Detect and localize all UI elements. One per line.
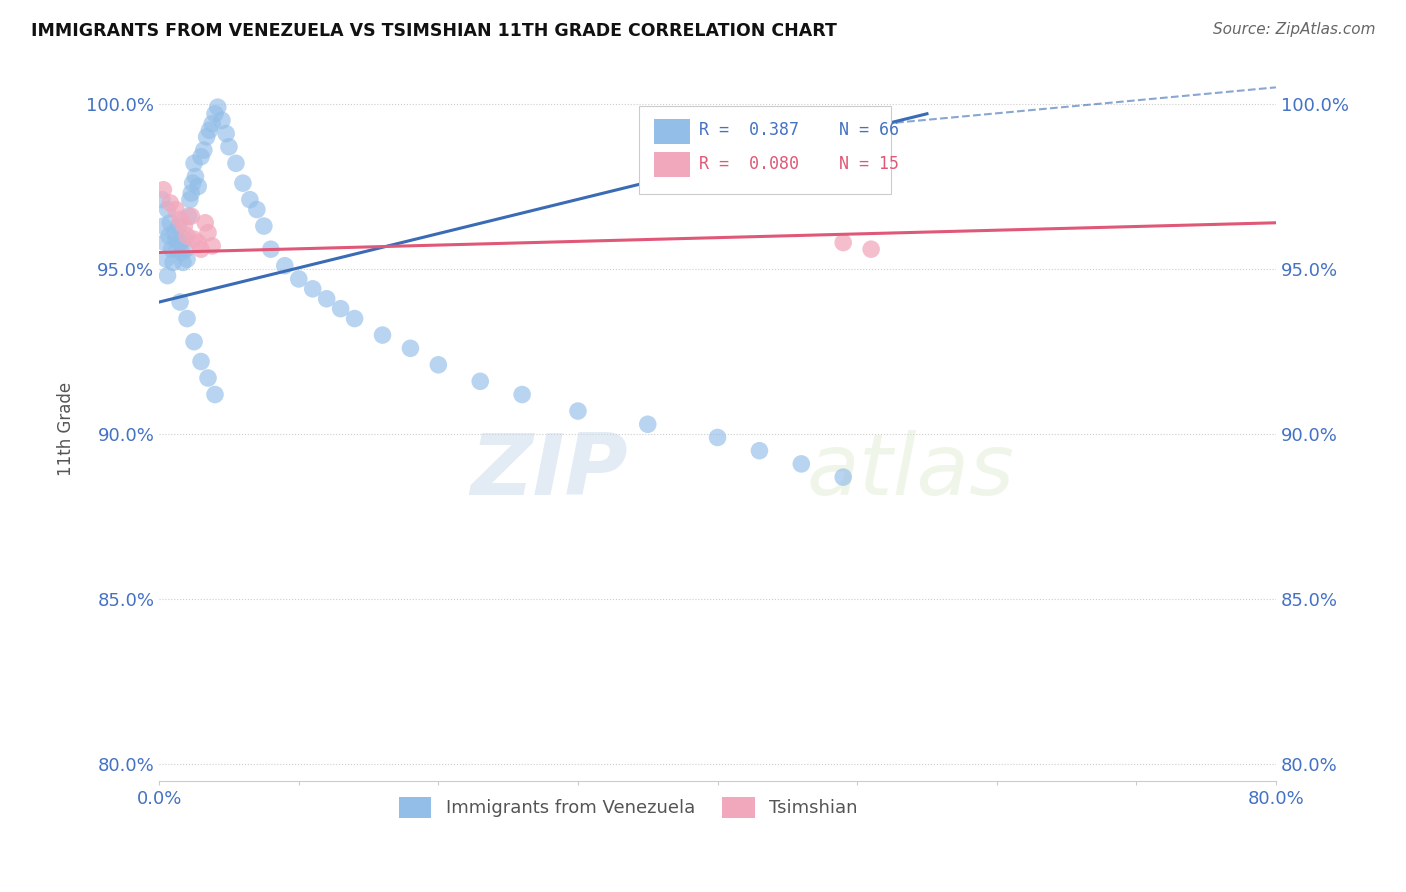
Point — [181, 176, 204, 190]
Point — [204, 387, 226, 401]
Point — [246, 202, 269, 217]
Point — [253, 219, 276, 233]
Point — [167, 219, 190, 233]
Point — [329, 301, 352, 316]
Point — [155, 252, 177, 266]
Point — [169, 212, 191, 227]
Point — [832, 235, 855, 250]
Point — [173, 232, 195, 246]
FancyBboxPatch shape — [654, 119, 689, 145]
Point — [510, 387, 533, 401]
Text: Source: ZipAtlas.com: Source: ZipAtlas.com — [1212, 22, 1375, 37]
Point — [211, 113, 233, 128]
Point — [172, 255, 194, 269]
Point — [180, 186, 202, 200]
Point — [204, 107, 226, 121]
Point — [190, 354, 212, 368]
Point — [748, 443, 770, 458]
Point — [157, 229, 180, 244]
Text: IMMIGRANTS FROM VENEZUELA VS TSIMSHIAN 11TH GRADE CORRELATION CHART: IMMIGRANTS FROM VENEZUELA VS TSIMSHIAN 1… — [31, 22, 837, 40]
Point — [201, 239, 224, 253]
Point — [194, 216, 217, 230]
Point — [160, 242, 183, 256]
Point — [176, 229, 198, 244]
Point — [153, 235, 176, 250]
Point — [169, 295, 191, 310]
Point — [860, 242, 883, 256]
Point — [197, 226, 219, 240]
Point — [166, 242, 188, 256]
Text: R =  0.387    N = 66: R = 0.387 N = 66 — [699, 121, 898, 139]
Text: R =  0.080    N = 15: R = 0.080 N = 15 — [699, 155, 898, 173]
Legend: Immigrants from Venezuela, Tsimshian: Immigrants from Venezuela, Tsimshian — [392, 789, 865, 825]
Point — [187, 235, 209, 250]
Point — [190, 242, 212, 256]
Point — [156, 268, 179, 283]
Point — [177, 209, 200, 223]
Point — [176, 311, 198, 326]
Point — [159, 216, 181, 230]
Point — [184, 169, 207, 184]
Point — [790, 457, 813, 471]
Point — [170, 245, 193, 260]
Point — [470, 374, 492, 388]
Point — [183, 232, 205, 246]
Point — [197, 371, 219, 385]
Point — [193, 143, 215, 157]
Point — [274, 259, 297, 273]
Point — [179, 193, 201, 207]
FancyBboxPatch shape — [654, 152, 689, 178]
Point — [195, 129, 218, 144]
Point — [315, 292, 337, 306]
Point — [169, 235, 191, 250]
Point — [301, 282, 323, 296]
Point — [287, 272, 309, 286]
Y-axis label: 11th Grade: 11th Grade — [58, 382, 75, 476]
Point — [706, 430, 728, 444]
Text: atlas: atlas — [807, 430, 1015, 513]
Point — [165, 232, 187, 246]
Point — [176, 252, 198, 266]
Point — [232, 176, 254, 190]
Point — [198, 123, 221, 137]
Point — [150, 193, 173, 207]
Point — [832, 470, 855, 484]
Point — [190, 150, 212, 164]
Point — [567, 404, 589, 418]
Point — [156, 202, 179, 217]
Point — [183, 156, 205, 170]
Point — [180, 209, 202, 223]
Point — [152, 219, 174, 233]
Point — [201, 117, 224, 131]
Point — [225, 156, 247, 170]
FancyBboxPatch shape — [640, 105, 890, 194]
Point — [239, 193, 262, 207]
Text: ZIP: ZIP — [471, 430, 628, 513]
Point — [427, 358, 450, 372]
Point — [637, 417, 659, 432]
Point — [371, 328, 394, 343]
Point — [173, 219, 195, 233]
Point — [163, 226, 186, 240]
Point — [159, 196, 181, 211]
Point — [399, 341, 422, 355]
Point — [260, 242, 283, 256]
Point — [152, 183, 174, 197]
Point — [183, 334, 205, 349]
Point — [187, 179, 209, 194]
Point — [165, 202, 187, 217]
Point — [215, 127, 238, 141]
Point — [174, 242, 197, 256]
Point — [218, 140, 240, 154]
Point — [207, 100, 229, 114]
Point — [343, 311, 366, 326]
Point — [162, 255, 184, 269]
